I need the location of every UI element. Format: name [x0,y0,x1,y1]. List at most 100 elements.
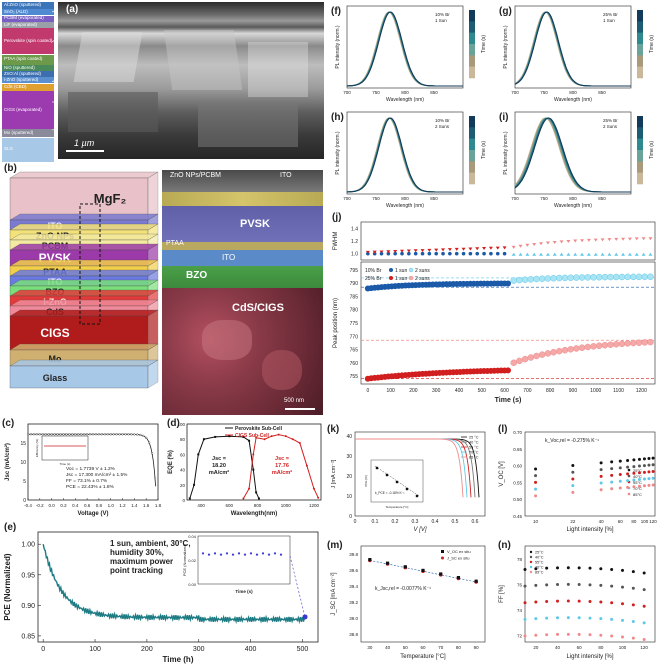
panel-j-peak-10br-2suns [550,274,557,282]
panel-f-spectrum-5 [347,11,463,87]
panel-n-ytick: 72 [517,634,523,639]
panel-m-legend-1: J_SC ex situ [447,556,469,561]
panel-j-ytick-bottom: 785 [350,294,359,300]
panel-d-perovskite-point [242,435,245,438]
panel-n-point-3 [599,617,603,621]
panel-c-jv-point [62,433,65,436]
panel-i-xtick: 700 [511,196,519,201]
panel-j-fwhm-25br-2suns [621,237,626,241]
panel-d-perovskite-point [188,497,191,500]
panel-n-point-4 [523,634,527,638]
panel-j-peak-10br-2suns [561,274,569,282]
panel-l-point-1 [651,463,655,467]
panel-j-peak-10br-2suns [641,273,648,281]
panel-k-xlabel: V [V] [413,527,426,533]
panel-m-label: (m) [327,540,343,551]
panel-c-xlabel: Voltage (V) [78,511,109,517]
panel-d-jsc-black-0: Jsc = [212,456,226,462]
panel-c-jv-point [148,441,151,444]
panel-k-legend-4: 85 °C [469,456,479,460]
panel-h-tag-1: 2 Suns [435,124,450,129]
panel-j-fwhm-10br-1sun [475,251,480,256]
panel-b-layer-top-8 [9,289,159,297]
panel-f-colorbar-step [469,21,475,33]
panel-b-device-stack: MgF₂ITOZnO NPsPCBMPVSKPTAAITOBZOi-ZnOCdS… [9,171,159,389]
panel-b-layer-top-4 [9,243,159,251]
panel-l-point-1 [610,467,614,471]
panel-j-xlabel: Time (s) [495,397,522,404]
panel-j-fwhm-25br-1sun [441,248,446,252]
panel-a-layer-8: i-ZnO (sputtered) [2,77,54,84]
panel-e-xtick-label: 300 [193,646,205,653]
panel-j-peak-10br-2suns [533,275,540,283]
panel-j-peak-10br-2suns [647,273,654,281]
panel-e-ytick-label: 0.90 [21,603,35,610]
panel-b-sem-label-ito-top: ITO [280,172,292,179]
panel-c-ytick-label: 0 [23,498,26,504]
panel-j-fwhm-25br-1sun [461,247,466,251]
panel-h-spectrum-3 [347,117,463,193]
panel-m-xtick: 50 [403,645,409,650]
panel-m-voc-point [403,565,407,569]
panel-j-peak-25br-2suns [561,346,569,354]
panel-j-xtick: 0 [366,388,369,394]
panel-c-jv-point [103,433,106,436]
panel-n-point-3 [556,616,559,620]
panel-c-jv-point [71,433,74,436]
panel-j-fwhm-10br-2suns [525,252,530,256]
panel-j-peak-25br-2suns [550,348,557,356]
panel-j-fwhm-10br-2suns [586,252,591,256]
panel-j-fwhm-10br-2suns [627,252,632,256]
panel-j-legend-swatch [389,268,393,272]
panel-d-jsc-red-2: mA/cm² [272,469,292,476]
panel-c-jv-point [118,433,121,436]
panel-k-ytick: 30 [346,454,352,460]
panel-c-xtick-label: 0.8 [96,503,103,508]
panel-k-jv-temperature-chart: 0 0.1 0.2 0.3 0.4 0.5 0.6 0 10 20 30 40 V [V] J [mA c… [331,431,486,533]
panel-j-peak-25br-2suns [556,347,563,355]
panel-j-xtick: 900 [569,388,578,394]
panel-j-fwhm-25br-2suns [607,238,612,242]
panel-e-xtick-label: 400 [245,646,257,653]
panel-c-stat-3: PCE = 22.43% ± 1.8% [66,484,115,490]
panel-g-ylabel: PL intensity (norm.) [503,25,509,68]
panel-j-fwhm-25br-2suns [641,237,646,241]
panel-j-fwhm-25br-2suns [559,240,564,244]
panel-n-legend-0: 25°C [535,551,544,555]
panel-j-fwhm-25br-2suns [648,237,653,241]
panel-i-frame [514,111,632,195]
panel-k-inset-point [395,480,399,484]
panel-j-fwhm-10br-2suns [573,252,578,256]
panel-h-xlabel: Wavelength (nm) [386,203,424,209]
panel-d-cigs-point [298,442,301,444]
panel-b-layer-top-10 [9,309,159,317]
panel-j-fwhm-10br-1sun [386,251,391,256]
panel-j-ytick-bottom: 755 [350,374,359,380]
panel-l-voc-chart: 10 22 40 60 80 100 120 0.45 0.50 0.55 0.60 0.65 0.70… [499,430,657,533]
panel-j-fwhm-25br-1sun [427,248,432,252]
panel-g-spectrum-5 [514,11,631,87]
panel-d-label: (d) [167,418,180,429]
panel-j-peak-25br-2suns [544,350,552,357]
panel-i-tag-0: 25% Br [603,118,618,123]
panel-b-layer-12 [9,365,149,389]
panel-n-point-3 [523,617,527,621]
panel-j-fwhm-25br-2suns [552,240,557,244]
panel-l-xtick: 10 [533,519,539,524]
panel-n-legend-2: 55°C [535,561,544,565]
panel-c-jv-point [145,436,148,439]
panel-n-point-1 [534,583,538,587]
panel-j-fwhm-10br-2suns [641,252,646,256]
panel-d-ytick-label: 0 [182,498,185,503]
panel-j-peak-10br-2suns [618,273,626,281]
panel-c-jv-point [91,433,95,436]
panel-c-jv-point [94,433,98,436]
panel-b-layer-label-10: CIGS [40,326,69,340]
panel-l-point-0 [534,467,538,471]
panel-l-label: (l) [498,424,508,435]
panel-c-jv-point [121,433,124,436]
panel-j-peak-25br-2suns [533,352,540,360]
panel-c-jv-point [124,433,127,436]
panel-n-point-2 [599,600,603,604]
panel-n-point-1 [545,583,549,587]
